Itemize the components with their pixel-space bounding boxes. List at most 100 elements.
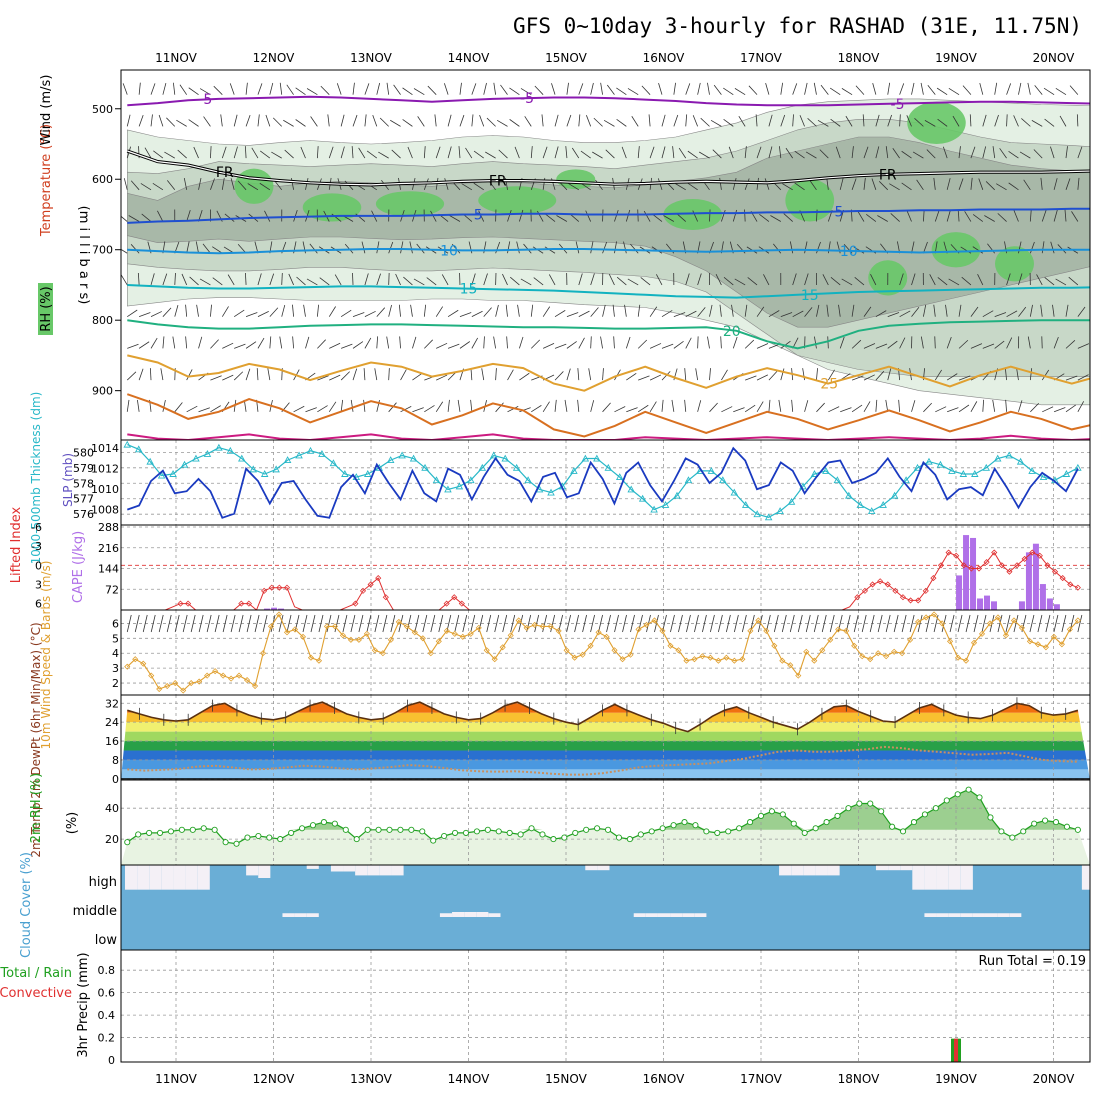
lifted-index-tick-label: -6 [31, 521, 42, 534]
thickness-point [157, 471, 166, 479]
rh-point [452, 829, 459, 836]
rh-point [768, 808, 775, 815]
lifted-index-point [975, 565, 983, 572]
wind-speed-point [755, 617, 762, 624]
rh-point [178, 826, 185, 833]
wind-barb [578, 273, 583, 286]
wind-speed-point [1066, 626, 1073, 633]
isotherm-label: 20 [723, 324, 741, 340]
wind-barb [376, 241, 380, 254]
wind-barb [892, 148, 900, 159]
wind-speed-point [196, 678, 203, 685]
thickness-point [329, 459, 338, 467]
wind-speed-point [723, 654, 730, 661]
wind-barb [150, 83, 156, 95]
wind-barb [1036, 274, 1043, 286]
wind-barb [412, 407, 424, 413]
lifted-index-point [991, 549, 998, 556]
wind-speed-point [443, 627, 450, 634]
rh-point [987, 814, 994, 821]
wind-barb [434, 114, 437, 127]
wind-barb [652, 213, 663, 222]
wind-barb [447, 399, 450, 412]
wind-barb [376, 307, 386, 317]
rh-point [430, 837, 437, 844]
wind-barb [176, 119, 187, 127]
wind-barb [376, 273, 381, 286]
cloud-middle-block [645, 913, 658, 917]
wind-barb [393, 84, 401, 95]
lifted-index-point [861, 587, 869, 594]
wind-barb [303, 304, 306, 317]
cloud-high-block [367, 865, 380, 876]
wind-speed-point [395, 618, 402, 625]
wind-speed-point [627, 651, 634, 658]
wind-barb [265, 114, 271, 127]
wind-barb [899, 273, 904, 286]
wind-barb [728, 146, 734, 159]
wind-barb [872, 82, 877, 95]
slp-tick-label: 1008 [91, 504, 119, 517]
wind-speed-point [539, 623, 546, 630]
wind-barb [1077, 146, 1083, 159]
rh-point [1042, 817, 1049, 824]
wind-barb [195, 241, 199, 254]
wind-barb [828, 406, 840, 413]
wind-barb [351, 146, 354, 159]
wind-speed-point [515, 617, 522, 624]
cloud-high-block [355, 865, 368, 876]
wind-barb [979, 82, 984, 95]
wind-barb [970, 401, 978, 413]
cape-tick-label: 144 [98, 563, 119, 576]
rh-point [801, 829, 808, 836]
cloud-middle-block [997, 913, 1010, 917]
wind-barb [1006, 273, 1011, 286]
wind-barb [164, 151, 175, 159]
wind-barb [340, 371, 350, 381]
wind-barb [906, 210, 912, 222]
cloud-high-block [888, 865, 901, 871]
wind-speed-point [835, 626, 842, 633]
wind-barb [602, 304, 606, 317]
surface-wind-barb [1029, 614, 1035, 633]
surface-wind-barb [710, 614, 715, 633]
wind-barb [933, 177, 936, 190]
wind-speed-point [715, 657, 722, 664]
wind-barb [350, 399, 354, 412]
wind-barb [459, 82, 462, 95]
cloud-cover-panel: high middle low Cloud Cover (%) [19, 852, 1090, 958]
wind-barb [363, 399, 366, 412]
wind-barb [649, 343, 662, 349]
wind-speed-point [907, 636, 914, 643]
wind-barb [614, 241, 617, 254]
rh-point [1052, 819, 1060, 826]
surface-wind-barb [518, 614, 524, 633]
cape-plot [121, 525, 1090, 610]
thickness-point [959, 470, 968, 477]
surface-wind-barb [789, 614, 795, 633]
wind-barb [447, 146, 452, 159]
wind-barb [600, 336, 603, 349]
wind-speed-point [132, 656, 139, 663]
wind-barb [352, 272, 354, 285]
surface-wind-barb [326, 614, 332, 633]
wind-barb [186, 241, 190, 254]
thickness-tick-label: 579 [73, 462, 94, 475]
wind-barb [123, 178, 128, 190]
wind-barb [548, 274, 556, 286]
isotherm-label: -5 [520, 91, 534, 107]
wind-barb [626, 373, 637, 381]
wind-barb [496, 119, 508, 127]
wind-barb [898, 399, 901, 412]
wind-barb [436, 342, 448, 349]
rh-point [725, 828, 732, 835]
thickness-point [719, 476, 727, 484]
wind-barb [140, 183, 152, 191]
axis-labels: 11NOV 11NOV 12NOV 12NOV 13NOV 13NOV 14NOV 14NOV… [155, 51, 1075, 1086]
wind-ylabel: 10m Wind Speed & Barbs (m/s) [39, 561, 53, 750]
wind-barb [198, 177, 202, 190]
temp-band [121, 769, 1090, 779]
wind-barb [130, 180, 140, 191]
wind-barb [863, 343, 876, 349]
wind-barb [649, 374, 662, 381]
